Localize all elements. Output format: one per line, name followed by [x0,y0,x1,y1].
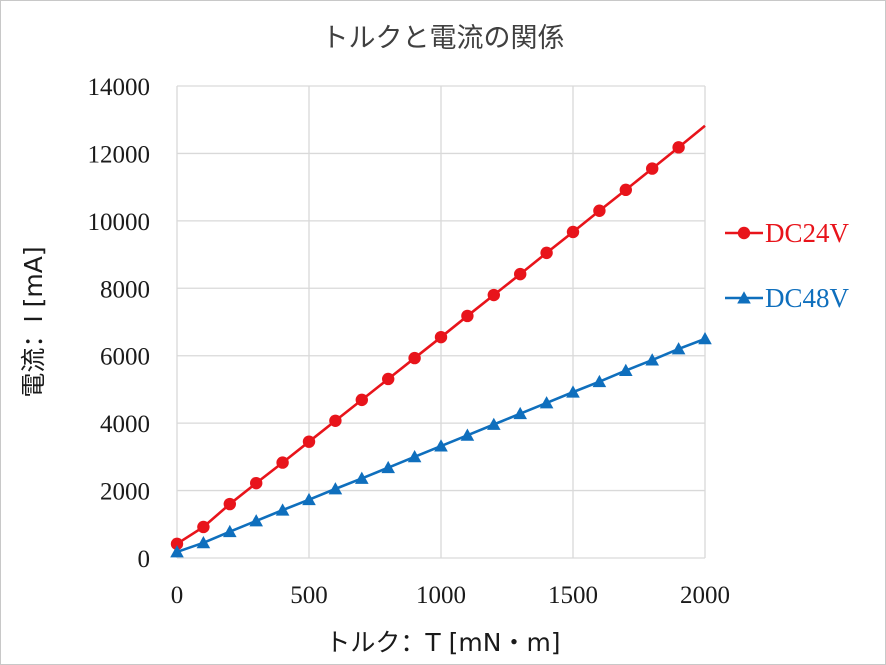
data-point-dc48v [619,363,633,376]
y-tick-label: 8000 [100,276,150,303]
data-point-dc24v [619,183,632,197]
data-point-dc24v [566,225,580,239]
data-point-dc48v [249,514,263,527]
data-point-dc48v [434,439,448,452]
y-tick-label: 12000 [88,141,151,168]
legend-marker [737,226,751,240]
data-point-dc48v [302,492,316,506]
data-point-dc24v [593,204,606,217]
legend-label: DC48V [765,283,850,313]
y-tick-label: 4000 [100,411,150,438]
legend: DC24V DC48V [725,218,850,313]
data-point-dc24v [302,435,316,448]
y-tick-label: 6000 [100,344,150,371]
x-axis-label: トルク：T [mN・m] [325,628,560,657]
data-point-dc24v [514,267,527,281]
grid [176,85,706,559]
x-tick-label: 1500 [548,582,598,609]
data-point-dc24v [672,141,685,154]
y-tick-label: 2000 [100,479,150,506]
y-tick-label: 14000 [88,74,151,101]
data-point-dc48v [381,460,395,474]
data-point-dc24v [540,246,553,260]
data-point-dc24v [461,309,474,323]
x-tick-labels: 0 500 1000 1500 2000 [171,582,730,609]
series-markers [170,141,712,558]
data-point-dc48v [566,385,580,398]
data-point-dc24v [487,288,500,302]
legend-label: DC24V [765,218,850,248]
data-point-dc24v [434,330,448,344]
x-tick-label: 1000 [416,582,466,609]
x-tick-label: 2000 [680,582,730,609]
data-point-dc48v [170,545,184,558]
data-point-dc48v [223,524,237,538]
y-tick-label: 0 [138,546,151,573]
chart-title: トルクと電流の関係 [322,23,565,54]
y-axis-label: 電流：I [mA] [19,246,48,397]
data-point-dc48v [328,482,343,495]
data-point-dc48v [407,450,422,463]
data-point-dc48v [592,374,607,388]
legend-marker [737,291,751,304]
data-point-dc48v [513,406,527,420]
data-point-dc24v [646,162,659,175]
data-point-dc48v [645,353,659,366]
data-point-dc48v [355,471,369,484]
data-point-dc48v [460,428,475,441]
data-point-dc24v [223,497,236,511]
data-point-dc24v [250,476,263,490]
data-point-dc48v [539,396,554,409]
data-point-dc24v [170,537,184,551]
y-tick-label: 10000 [88,209,151,236]
x-tick-label: 0 [171,582,184,609]
data-point-dc48v [196,536,211,549]
data-point-dc24v [408,351,421,365]
data-point-dc24v [276,456,289,469]
data-point-dc24v [329,414,342,427]
x-tick-label: 500 [290,582,328,609]
data-point-dc48v [487,417,501,430]
data-point-dc24v [197,520,210,534]
data-point-dc48v [698,332,712,345]
data-point-dc48v [671,342,686,355]
y-tick-labels: 0 2000 4000 6000 8000 10000 12000 14000 [88,74,151,573]
data-point-dc48v [275,503,290,516]
data-point-dc24v [382,372,395,386]
data-point-dc24v [355,393,368,407]
